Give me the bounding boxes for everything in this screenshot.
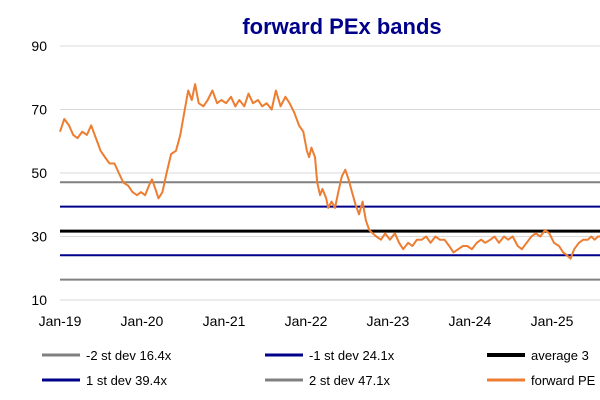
series-line-0 xyxy=(59,83,600,260)
legend-label-1: -1 st dev 24.1x xyxy=(309,348,395,363)
legend-label-2: average 3 xyxy=(531,348,589,363)
x-tick-label: Jan-23 xyxy=(367,313,410,329)
x-tick-label: Jan-19 xyxy=(39,313,82,329)
y-axis-ticks: 10 30 50 70 90 xyxy=(31,38,47,308)
gridlines xyxy=(60,45,600,301)
legend-label-3: 1 st dev 39.4x xyxy=(86,373,167,388)
legend: -2 st dev 16.4x -1 st dev 24.1x average 3 1… xyxy=(42,348,596,388)
x-tick-label: Jan-21 xyxy=(203,313,246,329)
legend-label-4: 2 st dev 47.1x xyxy=(309,373,390,388)
x-tick-label: Jan-24 xyxy=(448,313,491,329)
chart-title: forward PEx bands xyxy=(242,14,441,39)
y-tick-label: 50 xyxy=(31,165,47,181)
series-lines xyxy=(59,83,600,260)
y-tick-label: 90 xyxy=(31,38,47,54)
x-tick-label: Jan-22 xyxy=(285,313,328,329)
std-dev-bands xyxy=(60,181,600,281)
y-tick-label: 30 xyxy=(31,229,47,245)
x-tick-label: Jan-20 xyxy=(121,313,164,329)
x-tick-label: Jan-25 xyxy=(531,313,574,329)
legend-label-5: forward PE xyxy=(531,373,596,388)
y-tick-label: 10 xyxy=(31,292,47,308)
y-tick-label: 70 xyxy=(31,102,47,118)
legend-label-0: -2 st dev 16.4x xyxy=(86,348,172,363)
x-axis-ticks: Jan-19 Jan-20 Jan-21 Jan-22 Jan-23 Jan-24 Jan-… xyxy=(39,313,574,329)
